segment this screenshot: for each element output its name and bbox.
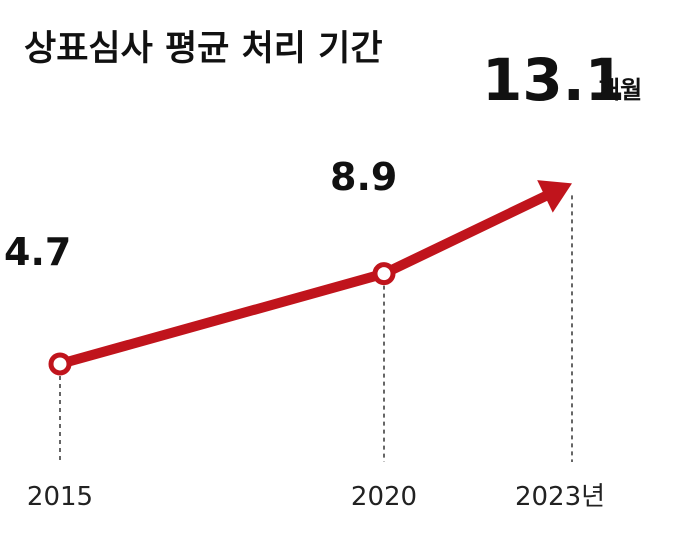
data-point-1 xyxy=(372,262,396,286)
data-label-1: 8.9 xyxy=(330,155,397,199)
data-points xyxy=(48,262,396,376)
data-label-unit: 개월 xyxy=(598,76,642,104)
data-label-2: 13.1 xyxy=(482,46,625,114)
x-tick-label-1: 2020 xyxy=(351,482,417,512)
x-tick-labels: 2015 2020 2023년 xyxy=(27,482,605,512)
series-line-path xyxy=(55,189,554,369)
data-labels: 4.7 8.9 13.1개월 xyxy=(4,46,642,274)
x-tick-label-0: 2015 xyxy=(27,482,93,512)
series-line xyxy=(55,180,572,369)
chart-title: 상표심사 평균 처리 기간 xyxy=(24,29,383,69)
guide-lines xyxy=(59,195,573,462)
data-label-0: 4.7 xyxy=(4,230,71,274)
x-tick-label-2: 2023년 xyxy=(515,482,605,512)
arrow-head xyxy=(537,180,572,213)
data-point-0 xyxy=(48,352,72,376)
